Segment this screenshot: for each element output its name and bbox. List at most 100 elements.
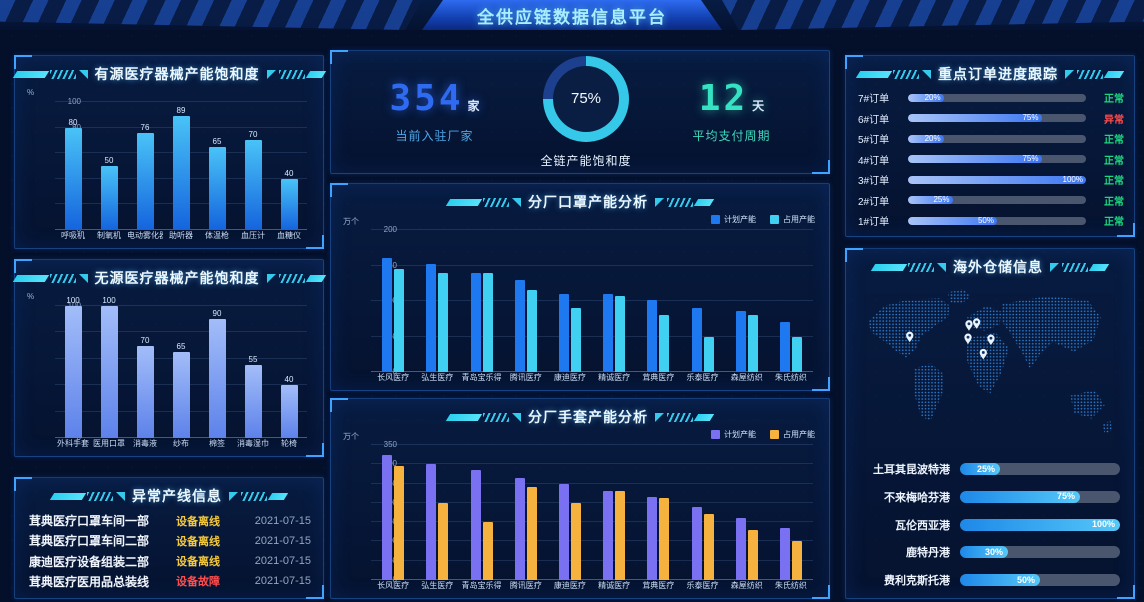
abnormal-line-list: 茸典医疗口罩车间一部 设备离线 2021-07-15 茸典医疗口罩车间二部 设备离线 20…	[29, 512, 311, 590]
abnormal-line-row: 茸典医疗口罩车间二部 设备离线 2021-07-15	[29, 532, 311, 549]
port-progress-fill: 100%	[960, 518, 1120, 531]
bar	[438, 272, 449, 372]
legend-item[interactable]: 占用产能	[770, 214, 815, 225]
bar	[779, 322, 790, 372]
bar: 80	[64, 118, 82, 230]
bar-group: 50	[91, 102, 127, 230]
order-progress-value: 75%	[1022, 155, 1039, 163]
x-axis-label: 血糖仪	[277, 231, 301, 240]
order-label: 1#订单	[858, 217, 890, 228]
port-progress-track[interactable]: 50%	[960, 574, 1120, 586]
x-axis-label: 弘生医疗	[421, 373, 454, 382]
header-decoration-right	[722, 0, 1144, 30]
bar-group	[725, 230, 769, 372]
panel-title: 无源医疗器械产能饱和度	[12, 266, 326, 290]
gridline	[371, 371, 813, 372]
bar	[735, 518, 746, 580]
x-axis-label: 精诚医疗	[598, 373, 631, 382]
legend-item[interactable]: 计划产能	[711, 214, 756, 225]
bar-group: 100	[91, 296, 127, 438]
gridline	[371, 335, 813, 337]
panel-abnormal-lines: 异常产线信息 茸典医疗口罩车间一部 设备离线 2021-07-15 茸典医疗口罩车间二…	[14, 477, 324, 599]
x-axis-label: 血压计	[241, 231, 265, 240]
bar-group: 80	[55, 102, 91, 230]
bar	[470, 470, 481, 580]
bar-group	[725, 445, 769, 580]
bar: 50	[100, 156, 118, 230]
legend-label: 占用产能	[783, 215, 815, 224]
bar-value-label: 65	[212, 136, 222, 146]
bar-value-label: 90	[212, 309, 222, 319]
bar	[394, 466, 405, 580]
legend-swatch	[770, 215, 779, 224]
order-progress-track[interactable]: 75%	[908, 114, 1086, 122]
bar-group	[504, 445, 548, 580]
x-axis-label: 助听器	[169, 231, 193, 240]
line-status: 设备离线	[176, 515, 220, 528]
order-row: 5#订单 20% 正常	[858, 131, 1124, 146]
port-progress-track[interactable]: 100%	[960, 518, 1120, 531]
order-progress-track[interactable]: 20%	[908, 93, 1086, 102]
legend-label: 计划产能	[724, 215, 756, 224]
order-row: 7#订单 20% 正常	[858, 90, 1124, 105]
panel-overseas-storage: 海外仓储信息	[845, 248, 1135, 599]
bar-group	[459, 445, 503, 580]
bar	[514, 279, 525, 372]
legend-item[interactable]: 计划产能	[711, 429, 756, 440]
order-progress-fill: 25%	[908, 196, 953, 204]
abnormal-line-row: 茸典医疗口罩车间一部 设备离线 2021-07-15	[29, 512, 311, 529]
bar	[747, 315, 758, 372]
bar: 89	[172, 106, 190, 230]
x-axis-label: 康迪医疗	[553, 373, 586, 382]
y-tick-label: 80	[72, 123, 81, 132]
order-progress-track[interactable]: 20%	[908, 134, 1086, 143]
bar	[570, 502, 581, 580]
y-axis-unit: %	[27, 292, 35, 301]
order-progress-track[interactable]: 100%	[908, 175, 1086, 184]
x-axis-labels: 长风医疗 弘生医疗 青岛宝乐得 腾讯医疗 康迪医疗 精诚医疗 茸典医疗 乐泰医疗 森屋纺织 朱氏纺…	[371, 580, 813, 594]
gridline	[371, 579, 813, 580]
port-progress-track[interactable]: 25%	[960, 463, 1120, 475]
chart-legend: 计划产能 占用产能	[711, 214, 815, 225]
order-progress-value: 75%	[1022, 114, 1039, 122]
x-axis-label: 纱布	[173, 439, 189, 448]
port-progress-fill: 50%	[960, 574, 1040, 586]
order-row: 1#订单 50% 正常	[858, 213, 1124, 228]
title-deco-right	[266, 69, 326, 79]
passive-device-bar-chart: %0204060801001001007065905540外科手套医用口罩消毒液…	[25, 290, 313, 452]
port-progress-track[interactable]: 75%	[960, 490, 1120, 503]
panel-title: 重点订单进度跟踪	[846, 62, 1134, 86]
bar: 90	[208, 309, 226, 438]
order-status-badge: 正常	[1104, 196, 1124, 208]
y-axis-unit: 万个	[343, 217, 359, 226]
kpi-saturation: 75% 全链产能饱和度	[541, 55, 632, 169]
legend-swatch	[711, 215, 720, 224]
order-progress-track[interactable]: 25%	[908, 196, 1086, 204]
gridline	[55, 101, 307, 102]
x-axis-label: 乐泰医疗	[686, 373, 719, 382]
bar-value-label: 40	[284, 375, 294, 385]
x-axis-label: 森屋纺织	[730, 581, 763, 590]
bar	[482, 522, 493, 580]
bars-row	[371, 230, 813, 372]
port-row: 鹿特丹港 30%	[858, 544, 1120, 560]
port-progress-track[interactable]: 30%	[960, 546, 1120, 559]
bar	[791, 336, 802, 372]
x-axis-label: 棉签	[209, 439, 225, 448]
legend-item[interactable]: 占用产能	[770, 429, 815, 440]
title-deco-right	[1065, 69, 1125, 79]
order-progress-track[interactable]: 75%	[908, 155, 1086, 163]
line-date: 2021-07-15	[254, 575, 311, 588]
order-row: 6#订单 75% 异常	[858, 111, 1124, 126]
payment-label: 平均支付周期	[692, 128, 771, 143]
vendors-label: 当前入驻厂家	[395, 128, 474, 143]
bar-group	[548, 445, 592, 580]
order-progress-track[interactable]: 50%	[908, 216, 1086, 225]
payment-value: 12 天	[698, 77, 765, 119]
bar	[779, 527, 790, 580]
bar-group: 40	[271, 306, 307, 438]
bar-group	[371, 230, 415, 372]
title-deco-left	[870, 262, 946, 272]
gridline	[371, 264, 813, 266]
